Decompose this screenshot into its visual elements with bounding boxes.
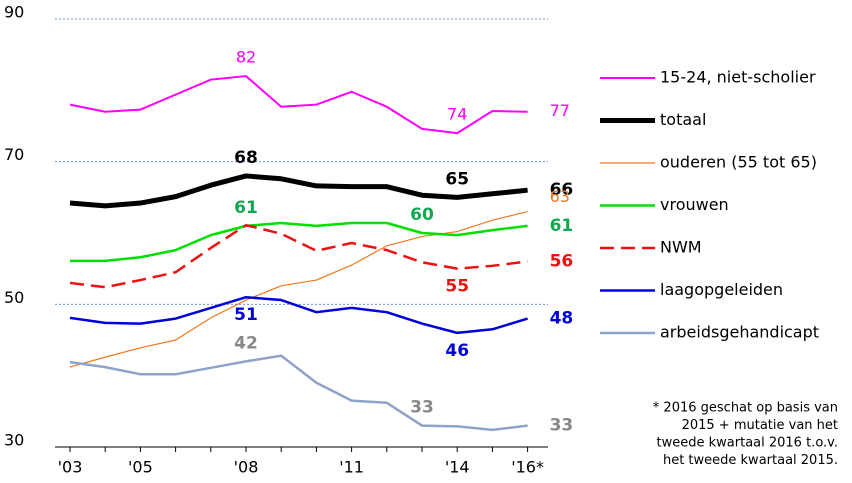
value-label: 61 <box>234 198 258 218</box>
footnote: 2015 + mutatie van het <box>682 418 838 433</box>
value-label: 48 <box>550 309 574 329</box>
value-label: 65 <box>445 169 469 189</box>
y-tick-label: 30 <box>4 431 24 450</box>
footnote: het tweede kwartaal 2015. <box>663 453 838 468</box>
footnote: tweede kwartaal 2016 t.o.v. <box>657 436 838 451</box>
series-line <box>69 223 528 289</box>
value-label: 74 <box>447 105 467 124</box>
legend-label: laagopgeleiden <box>660 280 783 299</box>
legend-label: ouderen (55 tot 65) <box>660 153 817 172</box>
value-label: 42 <box>234 333 258 353</box>
value-label: 55 <box>445 277 469 297</box>
y-tick-label: 50 <box>4 288 24 307</box>
series-line <box>70 221 528 263</box>
series-line <box>69 211 528 368</box>
legend-label: 15-24, niet-scholier <box>660 68 816 87</box>
x-tick-label: '16* <box>511 458 544 477</box>
legend-label: vrouwen <box>660 195 729 214</box>
footnote: * 2016 geschat op basis van <box>653 401 838 416</box>
x-tick-label: '11 <box>339 458 364 477</box>
value-label: 60 <box>410 205 434 225</box>
y-tick-label: 90 <box>4 3 24 22</box>
value-label: 82 <box>236 48 256 67</box>
x-tick-label: '14 <box>445 458 470 477</box>
legend-label: arbeidsgehandicapt <box>660 323 819 342</box>
value-label: 66 <box>550 180 574 200</box>
x-tick-label: '03 <box>58 458 83 477</box>
y-tick-label: 70 <box>4 145 24 164</box>
value-label: 51 <box>234 305 258 325</box>
value-label: 33 <box>410 398 434 418</box>
x-tick-label: '05 <box>128 458 153 477</box>
series-line <box>69 75 528 135</box>
value-label: 77 <box>550 101 570 120</box>
legend-label: NWM <box>660 238 702 257</box>
x-tick-label: '08 <box>234 458 259 477</box>
value-label: 63 <box>550 187 570 206</box>
value-label: 33 <box>550 416 574 436</box>
value-label: 68 <box>234 148 258 168</box>
legend-label: totaal <box>660 110 706 129</box>
series-line <box>69 295 528 335</box>
value-label: 56 <box>550 252 574 272</box>
value-label: 46 <box>445 341 469 361</box>
series-line <box>69 173 528 209</box>
value-label: 61 <box>550 216 574 236</box>
series-line <box>69 354 528 432</box>
